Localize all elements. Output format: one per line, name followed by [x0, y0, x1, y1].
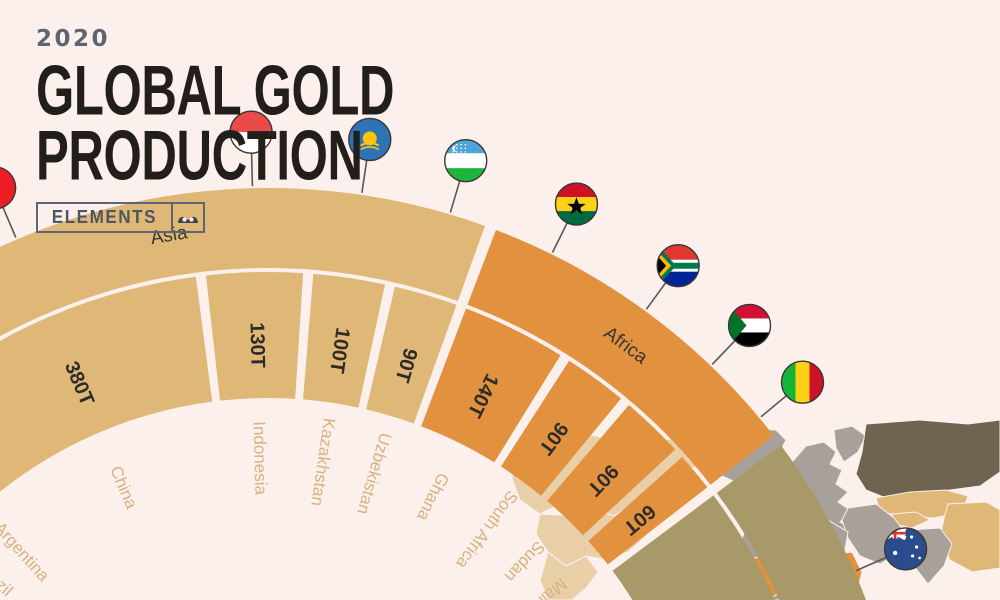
flag-ring: [883, 527, 928, 571]
flag-kazakhstan-icon[interactable]: [348, 117, 392, 162]
flag-australia-icon[interactable]: [883, 527, 928, 571]
segment-south-africa[interactable]: [500, 360, 622, 496]
title-line-2: PRODUCTION: [36, 116, 363, 196]
flag-art: [0, 166, 16, 209]
flag-mali-icon[interactable]: [780, 360, 825, 404]
segment-china[interactable]: [0, 276, 213, 493]
flag-ring: [348, 117, 392, 162]
segment-uzbekistan[interactable]: [366, 286, 457, 424]
flag-ring: [780, 360, 825, 404]
segment-australia[interactable]: [612, 495, 815, 600]
title-block: 2020 GLOBAL GOLD PRODUCTION ELEMENTS: [36, 26, 473, 234]
segment-country-uzbekistan: Uzbekistan: [353, 431, 395, 517]
map-country-china: [939, 501, 1000, 573]
flag-sudan-icon[interactable]: [727, 303, 772, 348]
flag-uzbekistan-icon[interactable]: [444, 138, 488, 183]
segment-sudan[interactable]: [547, 405, 676, 536]
region-band-asia[interactable]: [0, 188, 485, 392]
segment-kazakhstan[interactable]: [303, 273, 385, 408]
segment-indonesia[interactable]: [205, 272, 304, 401]
flag-stem-china: [0, 198, 17, 238]
map-region-scandinavia: [833, 425, 867, 463]
brand-name: ELEMENTS: [51, 207, 158, 228]
flag-pins-group: [0, 110, 928, 572]
segment-value-indonesia: 130T: [245, 322, 268, 368]
page-title: GLOBAL GOLD PRODUCTION: [36, 55, 395, 196]
flag-ghana-icon[interactable]: [554, 182, 599, 226]
flag-ring: [554, 182, 599, 226]
flag-ring: [229, 110, 273, 154]
flag-ring: [727, 303, 772, 348]
flag-art: [230, 111, 273, 154]
segment-country-kazakhstan: Kazakhstan: [307, 417, 339, 508]
map-country-russia: [855, 419, 1000, 499]
flag-art: [348, 118, 391, 161]
segment-ghana[interactable]: [421, 308, 561, 463]
segment-country-ghana: Ghana: [413, 470, 453, 525]
flag-indonesia-icon[interactable]: [229, 110, 273, 154]
segment-country-argentina: Argentina: [0, 518, 54, 585]
flag-ring: [444, 138, 488, 183]
flag-art: [657, 244, 700, 287]
map-country-mexico: [539, 551, 599, 600]
radial-arc-group: The AmericasAsiaAfrica120TPeru100TMexico…: [0, 188, 898, 600]
segment-country-indonesia: Indonesia: [250, 421, 271, 496]
flag-south-africa-icon[interactable]: [656, 243, 700, 288]
segment-country-brazil: Brazil: [0, 558, 17, 600]
title-line-1: GLOBAL GOLD: [36, 50, 395, 130]
region-band-africa[interactable]: [467, 229, 774, 485]
segment-country-south-africa: South Africa: [452, 487, 522, 573]
region-band-oceania[interactable]: [716, 445, 898, 600]
flag-ring: [656, 243, 700, 288]
segment-country-china: China: [106, 463, 141, 512]
elements-logo[interactable]: ELEMENTS: [36, 202, 205, 234]
flag-china-icon[interactable]: [0, 166, 17, 209]
mountain-icon: [170, 204, 203, 232]
year-label: 2020: [36, 26, 111, 52]
flag-ring: [0, 166, 17, 209]
segment-mali[interactable]: [588, 456, 708, 565]
